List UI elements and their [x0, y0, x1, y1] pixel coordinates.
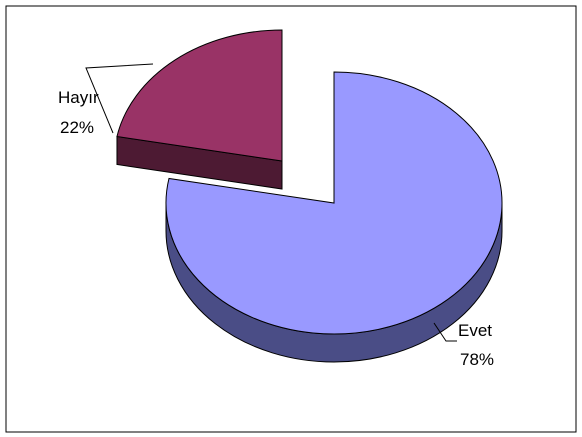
pie-slice-hayir	[116, 29, 283, 190]
data-label-hayir-name: Hayır	[58, 88, 99, 107]
pie-slice-hayir-top	[116, 29, 283, 162]
pie-slice-evet	[165, 71, 503, 363]
pie-slice-evet-top	[165, 71, 503, 335]
leader-line-hayir	[85, 63, 154, 134]
data-label-hayir-percent: 22%	[60, 118, 94, 137]
data-label-evet-percent: 78%	[460, 350, 494, 369]
leader-line-evet	[433, 322, 457, 342]
data-label-evet-name: Evet	[458, 321, 492, 340]
